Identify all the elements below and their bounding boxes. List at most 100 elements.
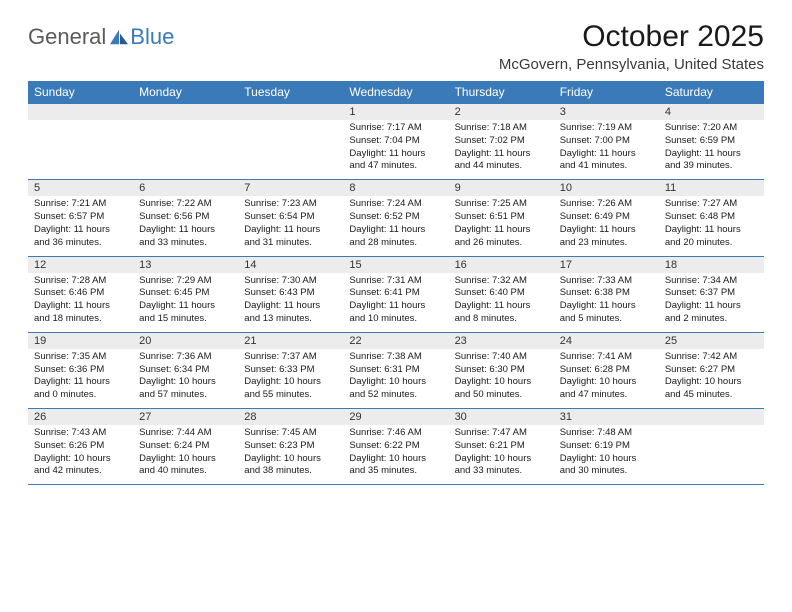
- day-number-cell: 21: [238, 332, 343, 349]
- day-number-cell: 18: [659, 256, 764, 273]
- day-number-cell: 29: [343, 409, 448, 426]
- day-detail-cell: Sunrise: 7:20 AMSunset: 6:59 PMDaylight:…: [659, 120, 764, 180]
- day-number-cell: 13: [133, 256, 238, 273]
- daylight-line-2: and 41 minutes.: [560, 160, 653, 173]
- day-number-row: 567891011: [28, 180, 764, 197]
- title-block: October 2025 McGovern, Pennsylvania, Uni…: [499, 20, 764, 73]
- sunrise-line: Sunrise: 7:36 AM: [139, 351, 232, 364]
- location: McGovern, Pennsylvania, United States: [499, 56, 764, 73]
- daylight-line-2: and 47 minutes.: [349, 160, 442, 173]
- sunrise-line: Sunrise: 7:19 AM: [560, 122, 653, 135]
- sunrise-line: Sunrise: 7:42 AM: [665, 351, 758, 364]
- daylight-line-2: and 50 minutes.: [455, 389, 548, 402]
- day-detail-cell: [133, 120, 238, 180]
- day-detail-cell: Sunrise: 7:28 AMSunset: 6:46 PMDaylight:…: [28, 273, 133, 333]
- sunrise-line: Sunrise: 7:26 AM: [560, 198, 653, 211]
- daylight-line-1: Daylight: 10 hours: [665, 376, 758, 389]
- daylight-line-1: Daylight: 11 hours: [139, 224, 232, 237]
- day-number-cell: 11: [659, 180, 764, 197]
- daylight-line-1: Daylight: 11 hours: [665, 300, 758, 313]
- day-number-cell: 30: [449, 409, 554, 426]
- sunrise-line: Sunrise: 7:17 AM: [349, 122, 442, 135]
- sunset-line: Sunset: 7:00 PM: [560, 135, 653, 148]
- daylight-line-1: Daylight: 10 hours: [455, 453, 548, 466]
- daylight-line-2: and 13 minutes.: [244, 313, 337, 326]
- daylight-line-2: and 47 minutes.: [560, 389, 653, 402]
- day-number-row: 1234: [28, 104, 764, 121]
- day-detail-cell: Sunrise: 7:19 AMSunset: 7:00 PMDaylight:…: [554, 120, 659, 180]
- sunset-line: Sunset: 6:24 PM: [139, 440, 232, 453]
- sunset-line: Sunset: 6:41 PM: [349, 287, 442, 300]
- daylight-line-2: and 10 minutes.: [349, 313, 442, 326]
- day-detail-cell: Sunrise: 7:30 AMSunset: 6:43 PMDaylight:…: [238, 273, 343, 333]
- daylight-line-2: and 18 minutes.: [34, 313, 127, 326]
- daylight-line-2: and 44 minutes.: [455, 160, 548, 173]
- sunset-line: Sunset: 6:54 PM: [244, 211, 337, 224]
- weekday-header: Saturday: [659, 81, 764, 104]
- sunrise-line: Sunrise: 7:21 AM: [34, 198, 127, 211]
- sunrise-line: Sunrise: 7:22 AM: [139, 198, 232, 211]
- logo-word-2: Blue: [130, 24, 174, 50]
- day-number-cell: [238, 104, 343, 121]
- daylight-line-2: and 55 minutes.: [244, 389, 337, 402]
- day-number-cell: 27: [133, 409, 238, 426]
- daylight-line-2: and 0 minutes.: [34, 389, 127, 402]
- day-detail-cell: Sunrise: 7:43 AMSunset: 6:26 PMDaylight:…: [28, 425, 133, 485]
- day-number-cell: 15: [343, 256, 448, 273]
- day-detail-cell: Sunrise: 7:31 AMSunset: 6:41 PMDaylight:…: [343, 273, 448, 333]
- daylight-line-2: and 33 minutes.: [455, 465, 548, 478]
- sunrise-line: Sunrise: 7:18 AM: [455, 122, 548, 135]
- day-number-cell: 31: [554, 409, 659, 426]
- daylight-line-2: and 31 minutes.: [244, 237, 337, 250]
- sunset-line: Sunset: 6:36 PM: [34, 364, 127, 377]
- daylight-line-2: and 5 minutes.: [560, 313, 653, 326]
- day-number-cell: 6: [133, 180, 238, 197]
- sunset-line: Sunset: 6:52 PM: [349, 211, 442, 224]
- daylight-line-1: Daylight: 11 hours: [560, 224, 653, 237]
- day-number-cell: 25: [659, 332, 764, 349]
- day-number-cell: 16: [449, 256, 554, 273]
- day-detail-cell: Sunrise: 7:34 AMSunset: 6:37 PMDaylight:…: [659, 273, 764, 333]
- weekday-header-row: Sunday Monday Tuesday Wednesday Thursday…: [28, 81, 764, 104]
- day-number-cell: 24: [554, 332, 659, 349]
- daylight-line-1: Daylight: 10 hours: [455, 376, 548, 389]
- sunrise-line: Sunrise: 7:34 AM: [665, 275, 758, 288]
- day-number-cell: 8: [343, 180, 448, 197]
- sunset-line: Sunset: 6:46 PM: [34, 287, 127, 300]
- daylight-line-1: Daylight: 10 hours: [244, 453, 337, 466]
- daylight-line-1: Daylight: 10 hours: [349, 453, 442, 466]
- sunrise-line: Sunrise: 7:23 AM: [244, 198, 337, 211]
- day-detail-cell: Sunrise: 7:21 AMSunset: 6:57 PMDaylight:…: [28, 196, 133, 256]
- day-number-cell: [28, 104, 133, 121]
- sunset-line: Sunset: 6:57 PM: [34, 211, 127, 224]
- daylight-line-1: Daylight: 10 hours: [560, 453, 653, 466]
- day-detail-cell: Sunrise: 7:38 AMSunset: 6:31 PMDaylight:…: [343, 349, 448, 409]
- daylight-line-2: and 28 minutes.: [349, 237, 442, 250]
- daylight-line-1: Daylight: 10 hours: [244, 376, 337, 389]
- day-number-cell: 26: [28, 409, 133, 426]
- sunrise-line: Sunrise: 7:28 AM: [34, 275, 127, 288]
- sunset-line: Sunset: 6:51 PM: [455, 211, 548, 224]
- sunset-line: Sunset: 7:04 PM: [349, 135, 442, 148]
- sunset-line: Sunset: 6:31 PM: [349, 364, 442, 377]
- day-detail-cell: Sunrise: 7:41 AMSunset: 6:28 PMDaylight:…: [554, 349, 659, 409]
- weekday-header: Tuesday: [238, 81, 343, 104]
- daylight-line-1: Daylight: 10 hours: [34, 453, 127, 466]
- sunset-line: Sunset: 6:27 PM: [665, 364, 758, 377]
- weekday-header: Thursday: [449, 81, 554, 104]
- daylight-line-1: Daylight: 11 hours: [455, 148, 548, 161]
- day-number-row: 19202122232425: [28, 332, 764, 349]
- daylight-line-2: and 38 minutes.: [244, 465, 337, 478]
- day-number-row: 262728293031: [28, 409, 764, 426]
- daylight-line-1: Daylight: 11 hours: [34, 300, 127, 313]
- day-detail-row: Sunrise: 7:43 AMSunset: 6:26 PMDaylight:…: [28, 425, 764, 485]
- daylight-line-1: Daylight: 10 hours: [139, 376, 232, 389]
- day-detail-cell: Sunrise: 7:36 AMSunset: 6:34 PMDaylight:…: [133, 349, 238, 409]
- sunrise-line: Sunrise: 7:41 AM: [560, 351, 653, 364]
- day-detail-cell: Sunrise: 7:37 AMSunset: 6:33 PMDaylight:…: [238, 349, 343, 409]
- daylight-line-2: and 33 minutes.: [139, 237, 232, 250]
- logo: General Blue: [28, 24, 174, 50]
- daylight-line-1: Daylight: 11 hours: [560, 300, 653, 313]
- sunset-line: Sunset: 6:33 PM: [244, 364, 337, 377]
- sunset-line: Sunset: 6:37 PM: [665, 287, 758, 300]
